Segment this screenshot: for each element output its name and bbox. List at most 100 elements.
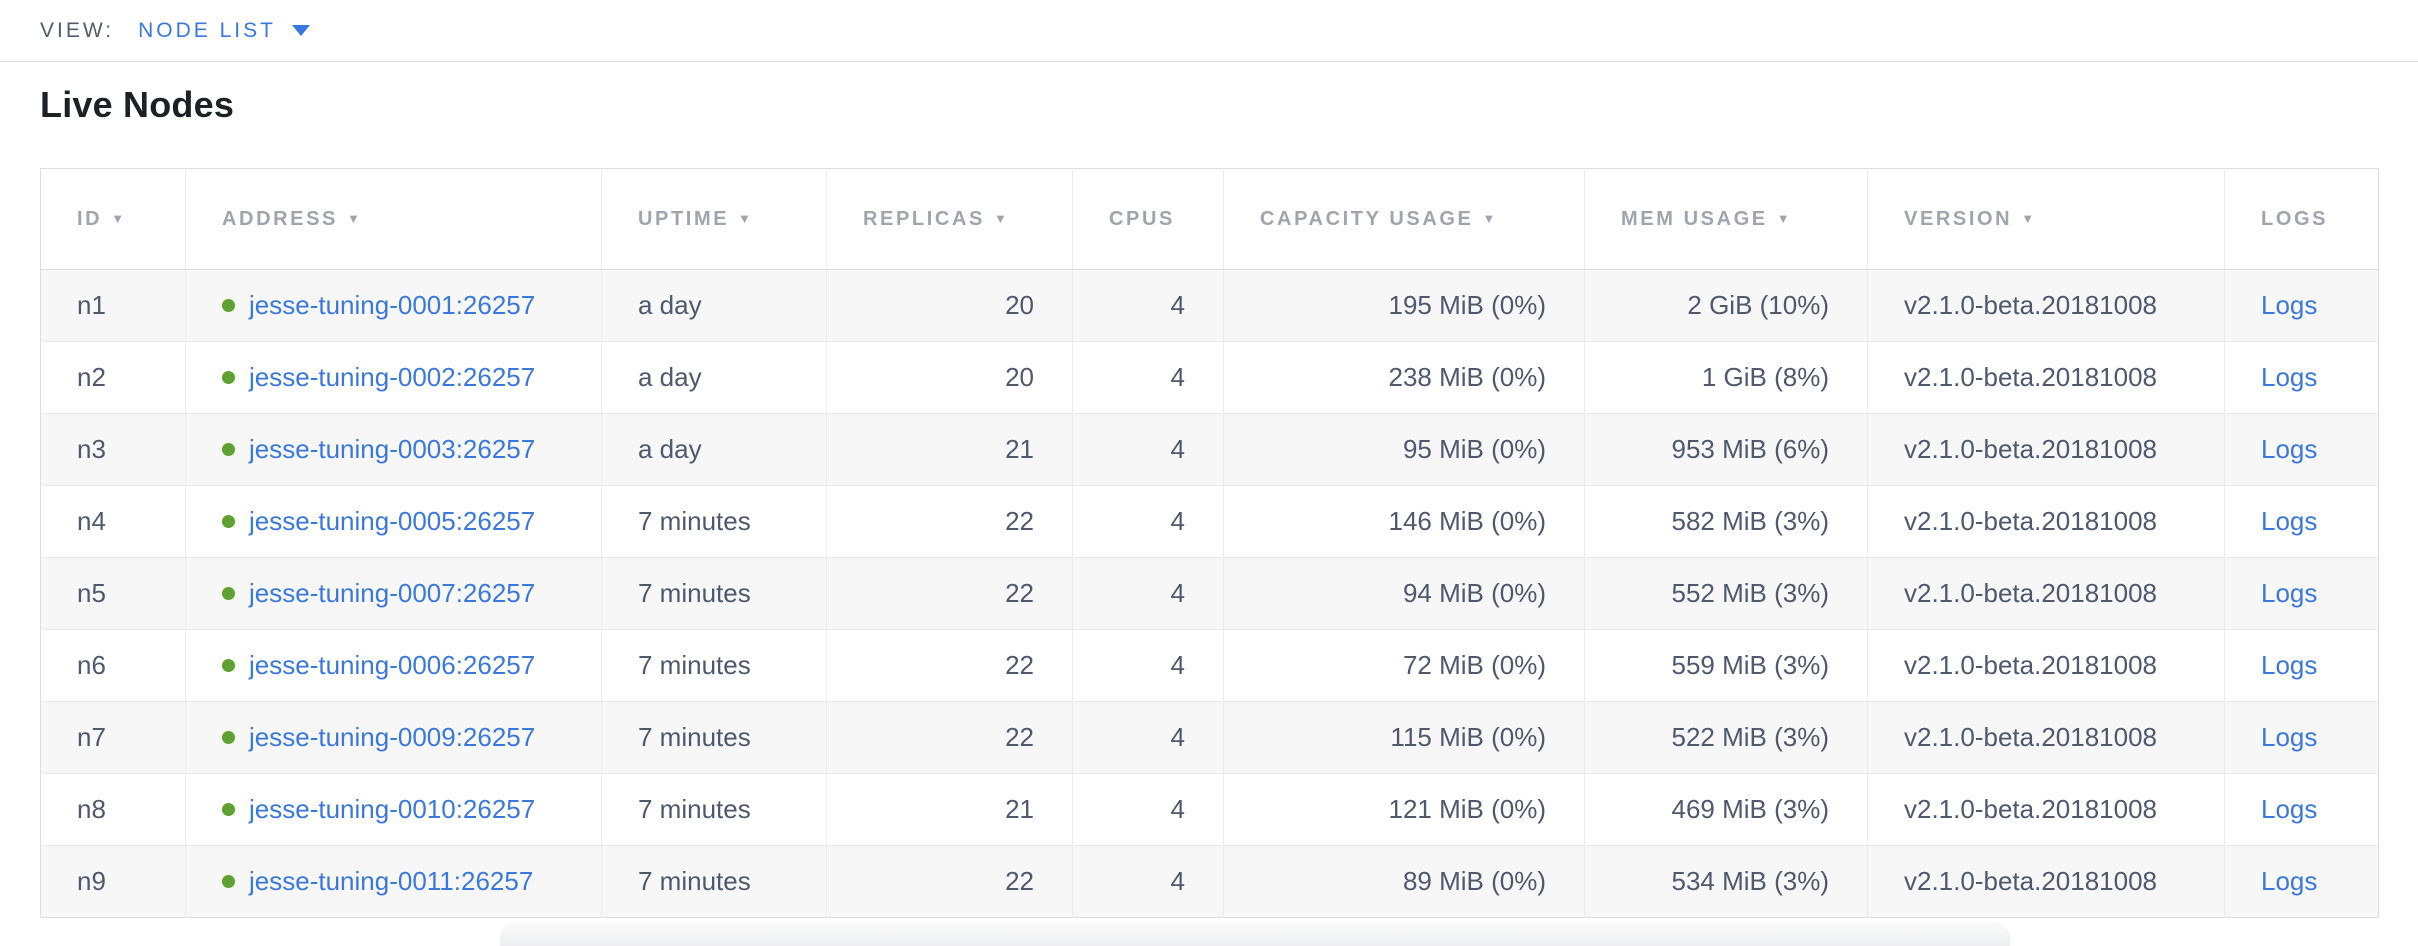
column-header-label: CAPACITY USAGE — [1260, 207, 1474, 230]
cell-version: v2.1.0-beta.20181008 — [1867, 629, 2225, 702]
column-header-id[interactable]: ID ▼ — [40, 168, 186, 270]
cell-version: v2.1.0-beta.20181008 — [1867, 269, 2225, 342]
cell-version: v2.1.0-beta.20181008 — [1867, 341, 2225, 414]
cell-id: n4 — [40, 485, 186, 558]
table-row-n8: n8 jesse-tuning-0010:26257 7 minutes 21 4 121… — [40, 773, 2379, 846]
cell-value: 4 — [1170, 866, 1185, 896]
table-row-n4: n4 jesse-tuning-0005:26257 7 minutes 22 4 146… — [40, 485, 2379, 558]
cell-address: jesse-tuning-0003:26257 — [185, 413, 602, 486]
view-bar: VIEW: NODE LIST — [0, 0, 2418, 62]
column-header-uptime[interactable]: UPTIME ▼ — [601, 168, 827, 270]
node-address-link[interactable]: jesse-tuning-0009:26257 — [249, 722, 536, 752]
cell-uptime: 7 minutes — [601, 845, 827, 918]
column-header-label: LOGS — [2261, 207, 2329, 230]
sort-arrow-icon: ▼ — [993, 210, 1010, 226]
cell-value: a day — [638, 434, 702, 464]
logs-link[interactable]: Logs — [2261, 506, 2318, 536]
cell-id: n9 — [40, 845, 186, 918]
cell-id: n1 — [41, 270, 186, 342]
cell-cpus: 4 — [1072, 557, 1224, 630]
cell-value: 4 — [1170, 506, 1185, 536]
logs-link[interactable]: Logs — [2261, 434, 2318, 464]
cell-value: v2.1.0-beta.20181008 — [1904, 722, 2157, 752]
cell-id: n8 — [40, 773, 186, 846]
cell-value: 22 — [1005, 722, 1034, 752]
cell-logs: Logs — [2224, 845, 2379, 918]
sort-arrow-icon: ▼ — [2021, 210, 2037, 226]
column-header-address[interactable]: ADDRESS ▼ — [185, 168, 602, 270]
column-header-logs: LOGS — [2224, 168, 2379, 270]
node-address-link[interactable]: jesse-tuning-0005:26257 — [249, 506, 536, 536]
cell-value: 22 — [1005, 866, 1034, 896]
column-header-label: VERSION — [1904, 207, 2013, 230]
sort-arrow-icon: ▼ — [1776, 210, 1793, 226]
cell-id: n7 — [40, 701, 186, 774]
cell-cpus: 4 — [1072, 413, 1224, 486]
cell-replicas: 22 — [826, 845, 1073, 918]
node-live-status-icon — [222, 370, 235, 384]
cell-value: 21 — [1005, 794, 1034, 824]
cell-value: 4 — [1170, 578, 1185, 608]
cell-logs: Logs — [2224, 629, 2379, 702]
cell-replicas: 20 — [826, 341, 1073, 414]
next-card-shadow — [500, 922, 2010, 946]
cell-value: n9 — [77, 866, 106, 896]
logs-link[interactable]: Logs — [2261, 362, 2318, 392]
cell-value: n2 — [77, 362, 106, 392]
cell-logs: Logs — [2224, 413, 2379, 486]
cell-value: 4 — [1170, 650, 1185, 680]
cell-cpus: 4 — [1072, 629, 1224, 702]
node-address-link[interactable]: jesse-tuning-0011:26257 — [249, 866, 534, 896]
cell-cpus: 4 — [1072, 341, 1224, 414]
table-row-n9: n9 jesse-tuning-0011:26257 7 minutes 22 4 89 … — [40, 845, 2379, 918]
node-address-link[interactable]: jesse-tuning-0003:26257 — [249, 434, 536, 464]
cell-value: 195 MiB (0%) — [1388, 290, 1547, 320]
node-address-link[interactable]: jesse-tuning-0006:26257 — [249, 650, 536, 680]
node-live-status-icon — [222, 298, 235, 312]
cell-value: 7 minutes — [638, 794, 751, 824]
cell-value: a day — [638, 290, 702, 320]
cell-address: jesse-tuning-0009:26257 — [185, 701, 602, 774]
cell-capacity: 238 MiB (0%) — [1223, 341, 1585, 414]
view-selector[interactable]: NODE LIST — [138, 19, 310, 43]
column-header-label: REPLICAS — [863, 207, 985, 230]
node-address-link[interactable]: jesse-tuning-0007:26257 — [249, 578, 536, 608]
cell-uptime: 7 minutes — [601, 557, 827, 630]
cell-value: n3 — [77, 434, 106, 464]
logs-link[interactable]: Logs — [2261, 794, 2318, 824]
view-label: VIEW: — [40, 18, 115, 42]
cell-value: v2.1.0-beta.20181008 — [1904, 434, 2157, 464]
logs-link[interactable]: Logs — [2261, 290, 2318, 320]
cell-logs: Logs — [2224, 341, 2379, 414]
column-header-version[interactable]: VERSION ▼ — [1867, 168, 2225, 270]
cell-value: 953 MiB (6%) — [1671, 434, 1830, 464]
cell-value: 22 — [1005, 578, 1034, 608]
node-address-link[interactable]: jesse-tuning-0002:26257 — [249, 362, 536, 392]
header-row: ID ▼ ADDRESS ▼ UPTIME ▼ REPLICAS ▼ CPUS CAPACITY … — [40, 168, 2379, 270]
cell-capacity: 94 MiB (0%) — [1223, 557, 1585, 630]
cell-uptime: 7 minutes — [601, 485, 827, 558]
cell-value: 7 minutes — [638, 506, 751, 536]
node-address-link[interactable]: jesse-tuning-0001:26257 — [249, 290, 536, 320]
logs-link[interactable]: Logs — [2261, 866, 2318, 896]
cell-capacity: 195 MiB (0%) — [1223, 269, 1585, 342]
cell-address: jesse-tuning-0006:26257 — [185, 629, 602, 702]
node-address-link[interactable]: jesse-tuning-0010:26257 — [249, 794, 536, 824]
column-header-mem[interactable]: MEM USAGE ▼ — [1584, 168, 1868, 270]
cell-value: n1 — [77, 290, 106, 320]
cell-mem: 1 GiB (8%) — [1584, 341, 1868, 414]
column-header-capacity[interactable]: CAPACITY USAGE ▼ — [1223, 168, 1585, 270]
cell-value: v2.1.0-beta.20181008 — [1904, 866, 2157, 896]
cell-capacity: 146 MiB (0%) — [1223, 485, 1585, 558]
cell-value: n6 — [77, 650, 106, 680]
cell-id: n5 — [40, 557, 186, 630]
cell-cpus: 4 — [1072, 485, 1224, 558]
cell-address: jesse-tuning-0005:26257 — [185, 485, 602, 558]
column-header-replicas[interactable]: REPLICAS ▼ — [826, 168, 1073, 270]
logs-link[interactable]: Logs — [2261, 578, 2318, 608]
cell-value: 7 minutes — [638, 578, 751, 608]
table-header: ID ▼ ADDRESS ▼ UPTIME ▼ REPLICAS ▼ CPUS CAPACITY … — [40, 168, 2379, 270]
logs-link[interactable]: Logs — [2261, 650, 2318, 680]
logs-link[interactable]: Logs — [2261, 722, 2318, 752]
cell-value: 2 GiB (10%) — [1687, 290, 1829, 320]
